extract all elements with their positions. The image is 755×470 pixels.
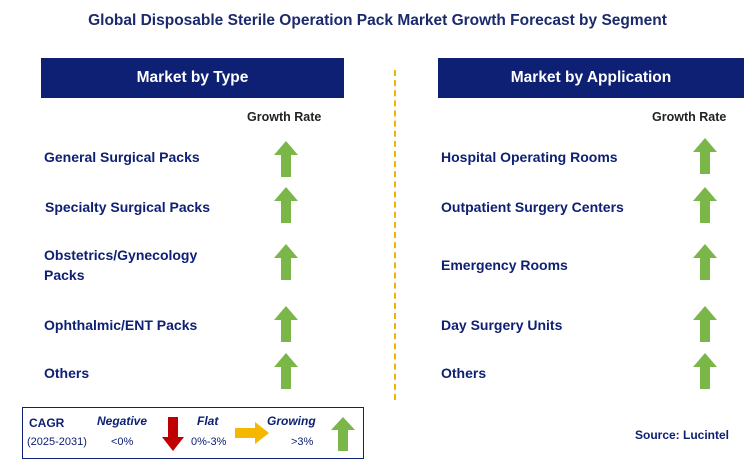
legend-flat-label: Flat (197, 414, 219, 428)
type-item-others: Others (44, 365, 90, 381)
flat-right-arrow-icon (235, 422, 269, 444)
application-item-hospital-operating-rooms: Hospital Operating Rooms (441, 149, 618, 165)
growth-up-arrow-icon (693, 353, 717, 389)
legend-flat-range: 0%-3% (191, 436, 227, 448)
cagr-legend: CAGR (2025-2031) Negative <0% Flat 0%-3%… (22, 407, 364, 459)
growth-up-arrow-icon (274, 141, 298, 177)
legend-negative-range: <0% (111, 436, 134, 448)
growth-rate-label-type: Growth Rate (247, 110, 322, 124)
application-item-others: Others (441, 365, 487, 381)
legend-negative-label: Negative (97, 414, 148, 428)
application-item-outpatient-surgery-centers: Outpatient Surgery Centers (441, 199, 624, 215)
legend-period-label: (2025-2031) (27, 436, 87, 448)
source-note: Source: Lucintel (634, 428, 729, 442)
growth-up-arrow-icon (693, 187, 717, 223)
legend-growing-range: >3% (291, 436, 314, 448)
type-item-obstetrics-gynecology-packs: Obstetrics/Gynecology Packs (44, 247, 198, 283)
growth-up-arrow-icon (274, 353, 298, 389)
negative-down-arrow-icon (162, 417, 184, 451)
market-by-type-header: Market by Type (41, 58, 344, 98)
page-title: Global Disposable Sterile Operation Pack… (88, 12, 667, 29)
application-item-emergency-rooms: Emergency Rooms (441, 257, 568, 273)
divider (394, 70, 396, 400)
application-item-day-surgery-units: Day Surgery Units (441, 317, 563, 333)
growth-up-arrow-icon (693, 306, 717, 342)
growth-rate-label-application: Growth Rate (652, 110, 727, 124)
growth-up-arrow-icon (693, 244, 717, 280)
growing-up-arrow-icon (331, 417, 355, 451)
type-item-ophthalmic-ent-packs: Ophthalmic/ENT Packs (44, 317, 198, 333)
market-by-application-header: Market by Application (438, 58, 744, 98)
type-item-specialty-surgical-packs: Specialty Surgical Packs (45, 199, 210, 215)
type-item-general-surgical-packs: General Surgical Packs (44, 149, 200, 165)
growth-up-arrow-icon (693, 138, 717, 174)
growth-up-arrow-icon (274, 187, 298, 223)
legend-cagr-label: CAGR (29, 416, 65, 430)
growth-up-arrow-icon (274, 244, 298, 280)
legend-growing-label: Growing (267, 414, 316, 428)
growth-up-arrow-icon (274, 306, 298, 342)
